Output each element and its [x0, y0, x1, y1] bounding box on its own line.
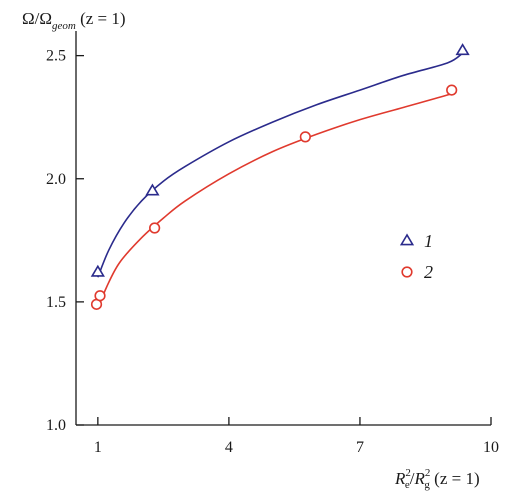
axes: [75, 31, 491, 426]
y-axis-title: Ω/Ωgeom (z = 1): [22, 9, 126, 32]
x-axis-title-r2-sub: g: [424, 479, 430, 491]
x-axis-title-r1-sub: e: [405, 479, 410, 491]
y-axis-title-tail: (z = 1): [76, 9, 126, 28]
legend: 12: [399, 231, 433, 282]
series-1-point: [90, 264, 105, 277]
series-1-point: [145, 183, 160, 196]
series-markers: [90, 43, 470, 310]
y-tick-label: 1.0: [46, 417, 66, 434]
x-axis-title-r1-sup: 2: [405, 467, 411, 479]
y-axis-title-main: Ω/Ω: [22, 9, 52, 28]
y-tick-label: 2.5: [46, 48, 66, 65]
legend-marker-1: [399, 233, 415, 246]
series-2-point: [94, 290, 106, 302]
x-tick-label: 1: [94, 439, 102, 456]
series-1-point: [455, 43, 470, 56]
y-tick-label: 2.0: [46, 171, 66, 188]
x-tick-label: 7: [356, 439, 364, 456]
series-2-point: [149, 222, 161, 234]
legend-label-1: 1: [424, 231, 433, 251]
x-axis-title-r2: R: [414, 469, 426, 488]
x-axis-title-r1: R: [394, 469, 406, 488]
x-ticks: 1 4 7 10: [94, 417, 499, 456]
y-ticks: 1.0 1.5 2.0 2.5: [46, 48, 84, 434]
series-2-point: [446, 84, 458, 96]
series-curves: [97, 52, 464, 310]
y-axis-title-sub: geom: [52, 20, 76, 32]
series-2-point: [299, 131, 311, 143]
x-tick-label: 4: [225, 439, 233, 456]
x-axis-title-r2-sup: 2: [425, 467, 431, 479]
x-tick-label: 10: [483, 439, 499, 456]
series-1-curve: [97, 52, 464, 278]
x-axis-title: R2 e/R2 g (z = 1): [394, 467, 480, 491]
x-axis-title-slash: /: [410, 469, 415, 488]
legend-marker-2: [401, 266, 413, 278]
x-axis-title-tail: (z = 1): [430, 469, 480, 488]
y-tick-label: 1.5: [46, 294, 66, 311]
series-2-curve: [97, 91, 454, 310]
legend-label-2: 2: [424, 262, 433, 282]
